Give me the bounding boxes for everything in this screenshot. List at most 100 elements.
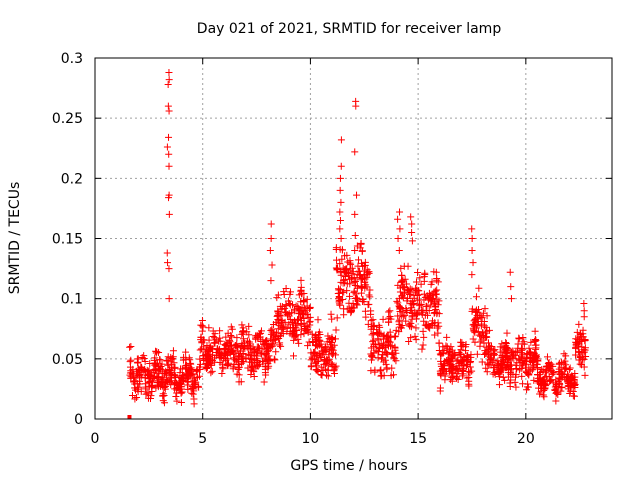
data-point xyxy=(126,343,134,351)
data-point xyxy=(300,330,308,338)
data-point xyxy=(176,369,184,377)
data-point xyxy=(412,324,420,332)
data-point xyxy=(277,330,285,338)
data-point xyxy=(417,300,425,308)
data-point xyxy=(424,311,432,319)
data-point xyxy=(512,383,520,391)
data-point xyxy=(198,339,206,347)
data-point xyxy=(407,334,415,342)
data-point xyxy=(198,327,206,335)
data-point xyxy=(394,215,402,223)
data-point xyxy=(532,341,540,349)
data-point xyxy=(547,366,555,374)
data-point xyxy=(357,289,365,297)
data-point xyxy=(289,318,297,326)
data-point xyxy=(156,356,164,364)
data-point xyxy=(489,364,497,372)
data-point xyxy=(351,210,359,218)
data-point xyxy=(270,355,278,363)
data-point xyxy=(318,371,326,379)
data-point xyxy=(536,374,544,382)
data-point xyxy=(314,316,322,324)
data-point xyxy=(361,307,369,315)
data-point xyxy=(539,367,547,375)
data-point xyxy=(468,235,476,242)
data-point xyxy=(353,294,361,302)
data-point xyxy=(464,367,472,375)
data-point xyxy=(158,374,166,382)
data-point xyxy=(555,374,563,382)
data-point xyxy=(581,344,589,352)
data-point xyxy=(333,256,341,264)
data-point xyxy=(233,342,241,350)
data-point xyxy=(311,348,319,356)
data-point xyxy=(267,235,275,242)
data-point xyxy=(282,284,290,292)
data-point xyxy=(395,318,403,326)
data-point xyxy=(216,334,224,342)
data-point xyxy=(317,371,325,379)
data-point xyxy=(131,395,139,403)
data-point xyxy=(403,306,411,314)
data-point xyxy=(383,334,391,342)
data-point xyxy=(557,369,565,377)
data-point xyxy=(515,335,523,343)
data-point xyxy=(351,148,359,156)
data-point xyxy=(462,347,470,355)
data-point xyxy=(350,274,358,282)
data-point xyxy=(554,390,562,398)
data-point xyxy=(253,356,261,364)
data-point xyxy=(313,342,321,350)
data-point xyxy=(531,337,539,345)
data-point xyxy=(552,397,560,405)
data-point xyxy=(473,321,481,329)
data-point xyxy=(268,328,276,336)
data-point xyxy=(353,191,361,199)
data-point xyxy=(515,366,523,374)
data-point xyxy=(418,306,426,314)
data-point xyxy=(233,334,241,342)
data-point xyxy=(518,344,526,352)
data-point xyxy=(469,259,477,267)
data-point xyxy=(289,301,297,309)
data-point xyxy=(531,327,539,335)
data-point xyxy=(405,338,413,346)
data-point xyxy=(394,281,402,289)
data-point xyxy=(410,294,418,302)
data-point xyxy=(570,379,578,387)
data-point xyxy=(295,339,303,347)
data-point xyxy=(340,305,348,313)
data-point xyxy=(165,295,173,303)
data-point xyxy=(356,271,364,279)
data-point xyxy=(299,310,307,318)
chart-title: Day 021 of 2021, SRMTID for receiver lam… xyxy=(197,21,502,37)
data-point xyxy=(239,327,247,335)
data-point xyxy=(276,312,284,320)
data-point xyxy=(166,366,174,374)
data-point xyxy=(228,333,236,341)
data-point xyxy=(211,339,219,347)
data-point xyxy=(268,261,276,269)
data-point xyxy=(260,378,268,386)
data-point xyxy=(209,332,217,340)
data-point xyxy=(146,360,154,368)
data-point xyxy=(350,289,358,297)
data-point xyxy=(182,348,190,356)
data-point xyxy=(161,385,169,393)
data-point xyxy=(496,348,504,356)
data-point xyxy=(269,336,277,344)
data-point xyxy=(309,338,317,346)
data-point xyxy=(193,366,201,374)
data-point xyxy=(408,237,416,245)
data-point xyxy=(383,350,391,358)
data-point xyxy=(183,371,191,379)
data-point xyxy=(165,133,173,141)
data-point xyxy=(434,278,442,286)
data-point xyxy=(369,330,377,338)
data-point xyxy=(568,375,576,383)
data-point xyxy=(300,298,308,306)
data-point xyxy=(318,348,326,356)
data-point xyxy=(543,377,551,385)
data-point xyxy=(428,278,436,286)
data-point xyxy=(394,299,402,307)
